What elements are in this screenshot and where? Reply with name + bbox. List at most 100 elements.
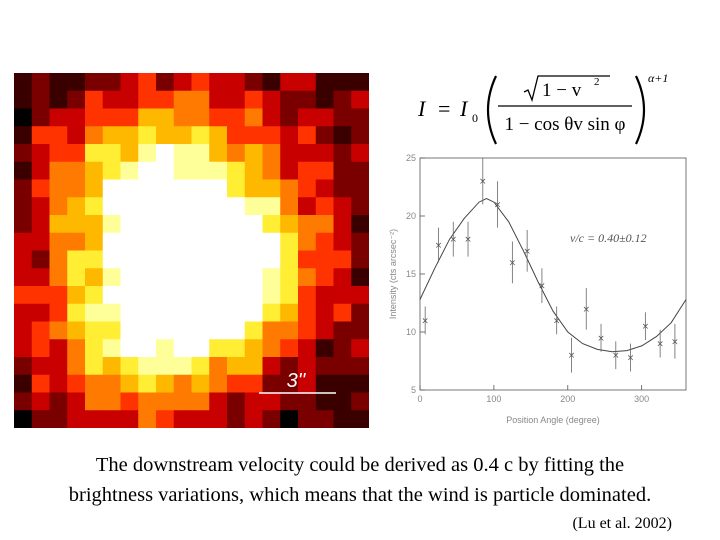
right-paren <box>635 75 646 145</box>
heat-pixel <box>102 357 121 376</box>
heat-pixel <box>262 392 281 411</box>
heat-pixel <box>49 339 68 358</box>
heat-pixel <box>262 374 281 393</box>
heat-pixel <box>156 126 175 145</box>
heat-pixel <box>138 144 157 163</box>
heat-pixel <box>209 126 228 145</box>
heat-pixel <box>120 374 139 393</box>
heat-pixel <box>120 73 139 92</box>
heat-pixel <box>209 286 228 305</box>
heat-pixel <box>298 90 317 109</box>
heat-pixel <box>138 321 157 340</box>
data-point: × <box>671 337 679 347</box>
heat-pixel <box>67 215 86 234</box>
heat-pixel <box>102 392 121 411</box>
heat-pixel <box>156 108 175 127</box>
heat-pixel <box>280 339 299 358</box>
heat-pixel <box>262 215 281 234</box>
heat-pixel <box>351 268 369 287</box>
heat-pixel <box>280 108 299 127</box>
heat-pixel <box>67 232 86 251</box>
heat-pixel <box>244 161 263 180</box>
heat-pixel <box>67 179 86 198</box>
heat-pixel <box>244 303 263 322</box>
heat-pixel <box>31 357 50 376</box>
heat-pixel <box>244 197 263 216</box>
heat-pixel <box>49 357 68 376</box>
y-tick-label: 25 <box>406 153 416 163</box>
heat-pixel <box>138 232 157 251</box>
data-point: × <box>612 351 620 361</box>
heat-pixel <box>262 161 281 180</box>
heat-pixel <box>120 268 139 287</box>
heat-pixel <box>49 392 68 411</box>
heat-pixel <box>351 339 369 358</box>
heat-pixel <box>333 197 352 216</box>
heat-pixel <box>227 197 246 216</box>
heat-pixel <box>298 161 317 180</box>
heat-pixel <box>315 374 334 393</box>
heat-pixel <box>298 392 317 411</box>
heat-pixel <box>191 268 210 287</box>
heat-pixel <box>120 126 139 145</box>
heat-pixel <box>14 197 33 216</box>
heat-pixel <box>191 250 210 269</box>
heat-pixel <box>191 392 210 411</box>
heat-pixel <box>173 197 192 216</box>
heat-pixel <box>333 339 352 358</box>
heat-pixel <box>31 232 50 251</box>
heat-pixel <box>102 73 121 92</box>
plot-annotation: v/c = 0.40±0.12 <box>570 231 647 245</box>
heat-pixel <box>191 286 210 305</box>
heat-pixel <box>31 286 50 305</box>
heat-pixel <box>102 179 121 198</box>
heat-pixel <box>191 410 210 428</box>
heat-pixel <box>209 339 228 358</box>
fit-curve <box>419 198 687 353</box>
heat-pixel <box>315 197 334 216</box>
heat-pixel <box>156 197 175 216</box>
heat-pixel <box>280 215 299 234</box>
heat-pixel <box>209 73 228 92</box>
heat-pixel <box>156 410 175 428</box>
heat-pixel <box>298 268 317 287</box>
heat-pixel <box>351 90 369 109</box>
heat-pixel <box>138 126 157 145</box>
heat-pixel <box>227 374 246 393</box>
data-point: × <box>538 282 546 292</box>
heat-pixel <box>49 250 68 269</box>
heat-pixel <box>209 161 228 180</box>
heat-pixel <box>85 392 104 411</box>
heat-pixel <box>31 144 50 163</box>
heat-pixel <box>173 179 192 198</box>
heat-pixel <box>173 339 192 358</box>
heat-pixel <box>244 250 263 269</box>
heat-pixel <box>191 161 210 180</box>
heat-pixel <box>351 303 369 322</box>
heat-pixel <box>315 303 334 322</box>
heat-pixel <box>49 161 68 180</box>
heat-pixel <box>173 161 192 180</box>
heat-pixel <box>31 303 50 322</box>
heat-pixel <box>31 410 50 428</box>
heat-pixel <box>280 90 299 109</box>
heat-pixel <box>315 232 334 251</box>
heat-pixel <box>156 339 175 358</box>
heat-pixel <box>298 126 317 145</box>
heat-pixel <box>85 410 104 428</box>
heat-pixel <box>31 268 50 287</box>
heat-pixel <box>120 250 139 269</box>
heat-pixel <box>315 321 334 340</box>
heat-pixel <box>191 374 210 393</box>
left-paren <box>486 75 497 145</box>
x-tick-label: 100 <box>486 394 501 404</box>
heat-pixel <box>67 197 86 216</box>
heat-pixel <box>209 410 228 428</box>
heat-pixel <box>227 410 246 428</box>
heat-pixel <box>67 339 86 358</box>
heat-pixel <box>14 286 33 305</box>
heat-pixel <box>85 179 104 198</box>
heat-pixel <box>315 357 334 376</box>
heat-pixel <box>298 144 317 163</box>
heat-pixel <box>156 215 175 234</box>
